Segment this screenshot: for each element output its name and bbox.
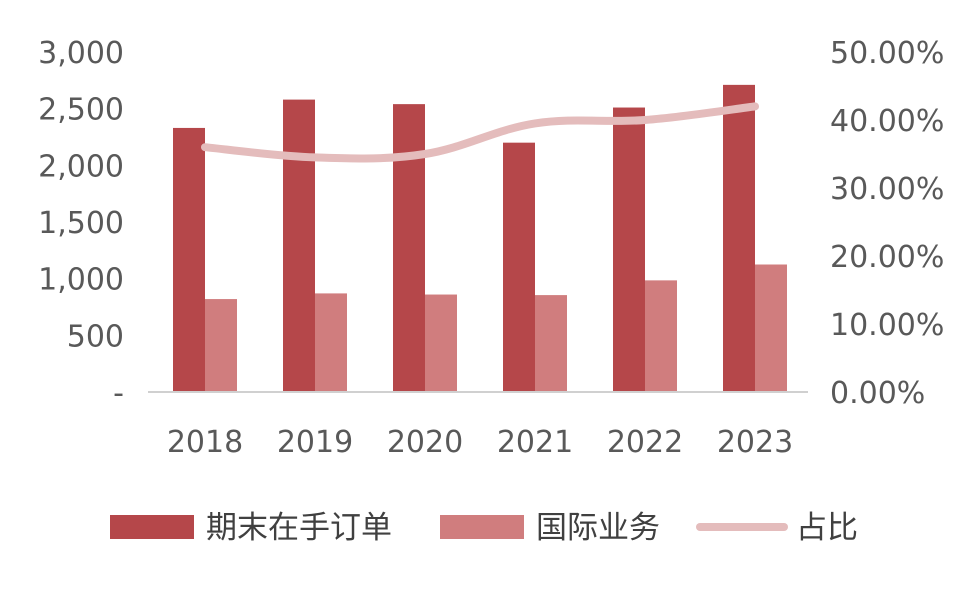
y-left-tick: 1,500 — [38, 206, 124, 241]
bar-order-backlog-2019 — [283, 99, 315, 392]
legend-international-label: 国际业务 — [536, 510, 660, 546]
y-right-tick: 20.00% — [830, 240, 944, 275]
y-left-tick: 2,500 — [38, 93, 124, 128]
bar-order-backlog-2023 — [723, 84, 755, 392]
bar-order-backlog-2018 — [173, 127, 205, 392]
bar-international-2018 — [205, 299, 237, 392]
bar-order-backlog-2021 — [503, 142, 535, 392]
bar-international-2022 — [645, 280, 677, 392]
y-left-axis: - 500 1,000 1,500 2,000 2,500 3,000 — [38, 36, 124, 411]
line-share — [201, 102, 759, 163]
line-layer — [201, 102, 759, 163]
legend-share-label: 占比 — [796, 510, 858, 546]
y-left-tick: 1,000 — [38, 263, 124, 298]
legend-order-backlog-label: 期末在手订单 — [206, 510, 392, 546]
y-right-tick: 40.00% — [830, 104, 944, 139]
bar-international-2019 — [315, 293, 347, 392]
y-left-tick: 500 — [67, 319, 124, 354]
bar-layer — [173, 84, 787, 393]
x-tick-2020: 2020 — [387, 425, 463, 460]
y-left-tick: 2,000 — [38, 149, 124, 184]
y-right-tick: 30.00% — [830, 172, 944, 207]
line-point-2020 — [424, 153, 426, 155]
x-tick-2021: 2021 — [497, 425, 573, 460]
x-tick-2022: 2022 — [607, 425, 683, 460]
y-right-tick: 50.00% — [830, 36, 944, 71]
line-point-2022 — [644, 119, 646, 121]
line-point-2023 — [754, 105, 756, 108]
y-left-tick: - — [113, 376, 124, 411]
x-axis: 2018 2019 2020 2021 2022 2023 — [167, 425, 793, 460]
line-point-2018 — [204, 146, 206, 149]
bar-order-backlog-2020 — [393, 104, 425, 392]
legend-international-swatch — [440, 515, 524, 539]
y-right-tick: 0.00% — [830, 376, 925, 411]
bar-international-2020 — [425, 294, 457, 392]
bar-international-2023 — [755, 264, 787, 392]
legend: 期末在手订单 国际业务 占比 — [110, 510, 858, 546]
line-point-2019 — [314, 156, 316, 159]
x-tick-2023: 2023 — [717, 425, 793, 460]
x-tick-2019: 2019 — [277, 425, 353, 460]
bar-order-backlog-2022 — [613, 107, 645, 393]
y-right-tick: 10.00% — [830, 308, 944, 343]
y-left-tick: 3,000 — [38, 36, 124, 71]
line-point-2021 — [534, 122, 536, 125]
y-right-axis: 0.00% 10.00% 20.00% 30.00% 40.00% 50.00% — [830, 36, 944, 411]
legend-order-backlog-swatch — [110, 515, 194, 539]
bar-international-2021 — [535, 295, 567, 392]
x-tick-2018: 2018 — [167, 425, 243, 460]
